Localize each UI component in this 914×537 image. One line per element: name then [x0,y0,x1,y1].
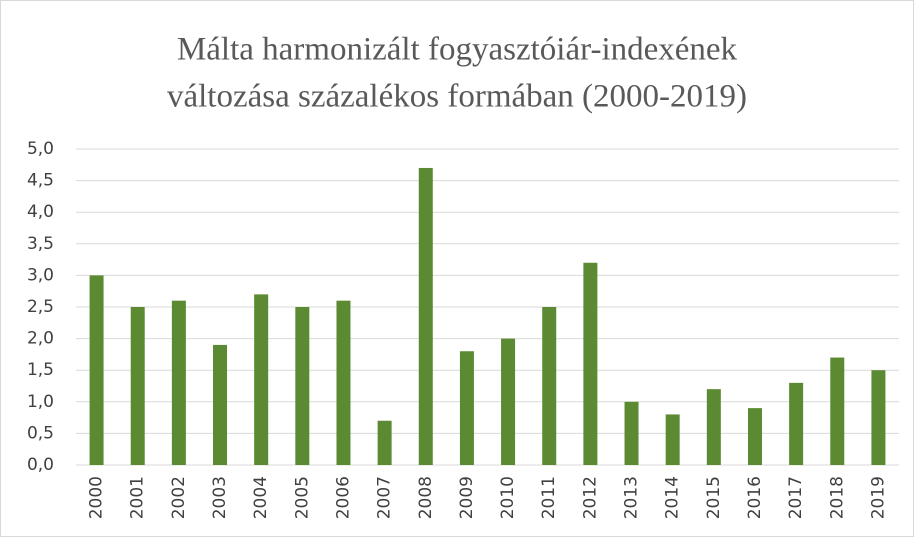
bar [789,382,804,465]
bar [171,300,186,465]
bar [747,408,762,465]
x-tick-label: 2008 [416,476,436,519]
chart-title: Málta harmonizált fogyasztóiár-indexének [177,32,738,68]
y-tick-label: 0,0 [27,455,54,475]
x-tick-label: 2017 [786,476,806,519]
y-tick-label: 3,5 [27,234,54,254]
y-tick-label: 2,5 [27,297,54,317]
bar [665,414,680,465]
x-tick-label: 2013 [622,476,642,519]
x-tick-label: 2012 [580,476,600,519]
bar [336,300,351,465]
bar [377,420,392,465]
y-tick-label: 3,0 [27,265,54,285]
bar [254,294,269,465]
x-tick-label: 2011 [539,476,559,519]
x-tick-label: 2005 [292,476,312,519]
bar [830,357,845,465]
x-tick-label: 2000 [87,476,107,519]
x-tick-label: 2007 [375,476,395,519]
y-tick-label: 1,0 [27,392,54,412]
x-tick-label: 2002 [169,476,189,519]
bar [542,307,557,465]
bar [501,338,516,465]
x-tick-label: 2014 [663,476,683,519]
bar [871,370,886,465]
bar [213,344,228,465]
bar [706,389,721,465]
y-tick-label: 4,0 [27,202,54,222]
y-tick-label: 1,5 [27,360,54,380]
x-tick-label: 2003 [210,476,230,519]
x-tick-label: 2010 [498,476,518,519]
x-tick-label: 2001 [128,476,148,519]
x-tick-label: 2006 [333,476,353,519]
x-tick-label: 2018 [827,476,847,519]
y-tick-label: 0,5 [27,423,54,443]
y-tick-label: 5,0 [27,139,54,159]
x-tick-label: 2009 [457,476,477,519]
y-tick-label: 4,5 [27,171,54,191]
bar [295,307,310,465]
x-tick-label: 2019 [868,476,888,519]
x-tick-label: 2015 [704,476,724,519]
x-tick-label: 2004 [251,476,271,519]
bar [459,351,474,465]
bar [89,275,104,465]
y-tick-label: 2,0 [27,329,54,349]
bar [624,401,639,465]
x-tick-label: 2016 [745,476,765,519]
bar [130,307,145,465]
bar [418,167,433,465]
chart-title: változása százalékos formában (2000-2019… [167,79,747,115]
bar [583,262,598,465]
